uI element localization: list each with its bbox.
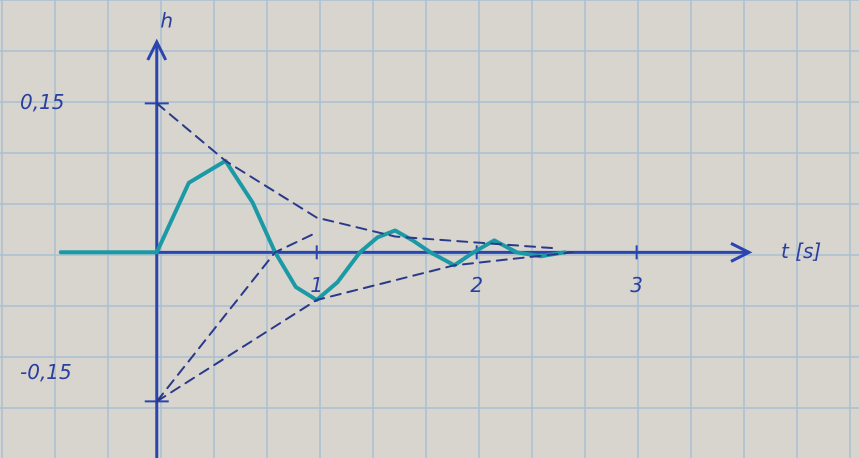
x-tick-label: 2 — [470, 273, 483, 297]
x-tick-label: 1 — [310, 273, 323, 297]
y-tick-label: -0,15 — [20, 360, 72, 384]
paper — [0, 0, 859, 458]
y-axis-label: h — [160, 9, 173, 33]
x-tick-label: 3 — [630, 273, 643, 297]
chart: t [s] h 1 2 3 0,15 -0,15 — [0, 0, 859, 458]
x-axis-label: t [s] — [781, 239, 821, 263]
y-tick-label: 0,15 — [20, 90, 65, 114]
